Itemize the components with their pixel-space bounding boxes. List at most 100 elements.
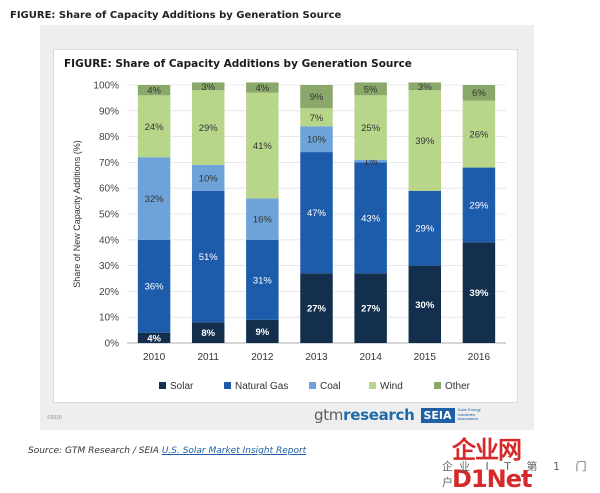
- y-tick-label: 30%: [99, 261, 119, 272]
- bar-segment: [354, 159, 387, 163]
- legend-label: Solar: [170, 381, 194, 392]
- bar-segment: [354, 273, 387, 343]
- watermark-tagline: 企业 I T 第 1 门户: [442, 460, 593, 489]
- page-title: FIGURE: Share of Capacity Additions by G…: [10, 10, 342, 21]
- data-label: 41%: [253, 141, 273, 152]
- data-label: 39%: [415, 136, 435, 147]
- data-label: 10%: [199, 173, 219, 184]
- source-report-link[interactable]: U.S. Solar Market Insight Report: [161, 446, 307, 456]
- legend-label: Coal: [320, 381, 341, 392]
- data-label: 51%: [199, 252, 219, 263]
- bar-segment: [246, 319, 279, 343]
- bar-segment: [137, 239, 171, 333]
- bar-segment: [191, 82, 225, 91]
- y-axis-label: Share of New Capacity Additions (%): [72, 140, 82, 288]
- chart-title: FIGURE: Share of Capacity Additions by G…: [64, 58, 412, 70]
- data-label: 32%: [145, 194, 165, 205]
- x-tick-label: 2015: [414, 352, 437, 363]
- data-label: 7%: [310, 113, 324, 124]
- legend-swatch: [309, 382, 316, 389]
- gtm-research-logo: gtmresearch: [314, 406, 415, 424]
- legend-swatch: [159, 382, 166, 389]
- bar-segment: [462, 167, 496, 243]
- bar-segment: [408, 190, 442, 266]
- legend-label: Wind: [380, 381, 403, 392]
- chart-panel: FIGURE: Share of Capacity Additions by G…: [53, 49, 518, 403]
- data-label: 8%: [201, 328, 215, 339]
- bar-segment: [246, 82, 279, 93]
- bar-segment: [462, 100, 496, 168]
- bar-segment: [408, 82, 442, 91]
- data-label: 4%: [147, 86, 161, 97]
- y-tick-label: 10%: [99, 313, 119, 324]
- source-citation: Source: GTM Research / SEIA U.S. Solar M…: [28, 446, 306, 456]
- x-tick-label: 2014: [360, 352, 383, 363]
- data-label: 29%: [469, 200, 489, 211]
- bar-segment: [191, 190, 225, 323]
- data-label: 25%: [361, 123, 381, 134]
- data-label: 47%: [307, 208, 327, 219]
- bar-segment: [137, 85, 171, 96]
- publisher-logos: gtmresearch SEIA Solar Energy Industries…: [314, 406, 484, 424]
- x-tick-label: 2013: [305, 352, 328, 363]
- bar-segment: [137, 157, 171, 240]
- y-tick-label: 50%: [99, 210, 119, 221]
- data-label: 39%: [469, 288, 489, 299]
- data-label: 10%: [307, 135, 327, 146]
- seia-logo: SEIA Solar Energy Industries Association: [420, 407, 484, 423]
- data-label: 3%: [418, 82, 432, 93]
- legend-label: Natural Gas: [235, 381, 288, 392]
- data-label: 31%: [253, 275, 273, 286]
- data-label: 30%: [415, 300, 435, 311]
- stacked-bar-chart: 0% 10% 20% 30% 40% 50% 60% 70% 80% 90% 100% Share o…: [72, 81, 506, 392]
- bar-segment: [191, 322, 225, 343]
- y-tick-label: 70%: [99, 158, 119, 169]
- bar-segment: [300, 152, 333, 274]
- y-tick-label: 90%: [99, 106, 119, 117]
- data-label: 4%: [255, 83, 269, 94]
- legend-swatch: [434, 382, 441, 389]
- bar-segment: [137, 332, 171, 343]
- bar-segment: [246, 239, 279, 320]
- bar-segment: [246, 198, 279, 240]
- bar-segment: [300, 85, 333, 109]
- x-tick-label: 2010: [143, 352, 166, 363]
- data-label: 5%: [364, 84, 378, 95]
- bar-segment: [137, 95, 171, 158]
- bar-segment: [191, 164, 225, 191]
- data-label: 26%: [469, 130, 489, 141]
- data-label: 27%: [361, 304, 381, 315]
- data-label: 9%: [310, 92, 324, 103]
- copyright-text: ©2016: [47, 415, 62, 421]
- x-tick-label: 2012: [251, 352, 274, 363]
- data-label: 6%: [472, 88, 486, 99]
- y-tick-label: 0%: [105, 339, 120, 350]
- bar-segment: [191, 90, 225, 165]
- legend-swatch: [369, 382, 376, 389]
- data-label: 29%: [199, 123, 219, 134]
- data-label: 4%: [147, 333, 161, 344]
- bar-segment: [354, 95, 387, 160]
- data-label: 16%: [253, 215, 273, 226]
- data-label: 3%: [201, 82, 215, 93]
- legend-label: Other: [445, 381, 471, 392]
- x-tick-label: 2011: [197, 352, 219, 363]
- y-tick-label: 40%: [99, 235, 119, 246]
- bar-segment: [462, 242, 496, 343]
- data-label: 27%: [307, 304, 327, 315]
- data-label: 36%: [145, 282, 165, 293]
- data-label: 24%: [145, 122, 165, 133]
- bar-segment: [408, 90, 442, 191]
- data-label: 9%: [255, 327, 269, 338]
- y-tick-label: 60%: [99, 184, 119, 195]
- data-label: 29%: [415, 224, 435, 235]
- source-prefix: Source: GTM Research / SEIA: [28, 446, 162, 456]
- bar-segment: [354, 162, 387, 274]
- bar-segment: [354, 82, 387, 96]
- bar-segment: [300, 108, 333, 127]
- data-label: 43%: [361, 213, 381, 224]
- y-tick-label: 80%: [99, 132, 119, 143]
- bar-segment: [300, 273, 333, 343]
- bar-segment: [462, 85, 496, 101]
- x-tick-label: 2016: [468, 352, 491, 363]
